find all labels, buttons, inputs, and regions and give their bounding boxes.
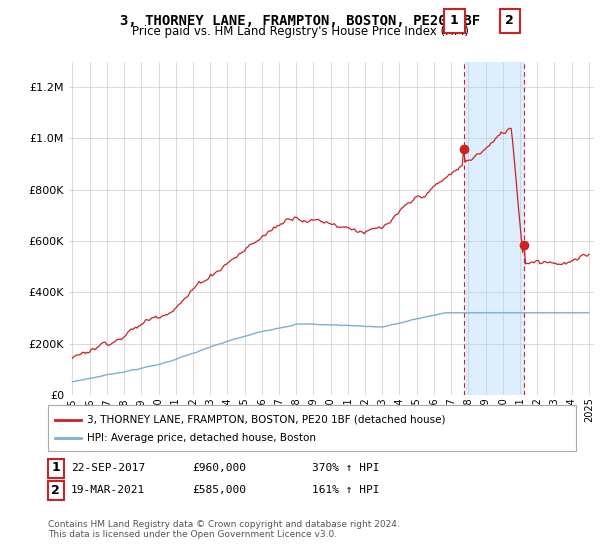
Text: 2: 2 — [52, 483, 60, 497]
Text: 19-MAR-2021: 19-MAR-2021 — [71, 485, 145, 495]
Text: 1: 1 — [450, 14, 458, 27]
Text: £960,000: £960,000 — [192, 463, 246, 473]
Text: 3, THORNEY LANE, FRAMPTON, BOSTON, PE20 1BF (detached house): 3, THORNEY LANE, FRAMPTON, BOSTON, PE20 … — [87, 414, 445, 424]
Text: 161% ↑ HPI: 161% ↑ HPI — [312, 485, 380, 495]
Text: 22-SEP-2017: 22-SEP-2017 — [71, 463, 145, 473]
Text: £585,000: £585,000 — [192, 485, 246, 495]
Bar — [464, 62, 524, 395]
Text: 1: 1 — [52, 461, 60, 474]
Text: 370% ↑ HPI: 370% ↑ HPI — [312, 463, 380, 473]
Text: 2: 2 — [505, 14, 514, 27]
Text: 3, THORNEY LANE, FRAMPTON, BOSTON, PE20 1BF: 3, THORNEY LANE, FRAMPTON, BOSTON, PE20 … — [120, 14, 480, 28]
Text: HPI: Average price, detached house, Boston: HPI: Average price, detached house, Bost… — [87, 433, 316, 443]
Text: Contains HM Land Registry data © Crown copyright and database right 2024.
This d: Contains HM Land Registry data © Crown c… — [48, 520, 400, 539]
Text: Price paid vs. HM Land Registry's House Price Index (HPI): Price paid vs. HM Land Registry's House … — [131, 25, 469, 38]
